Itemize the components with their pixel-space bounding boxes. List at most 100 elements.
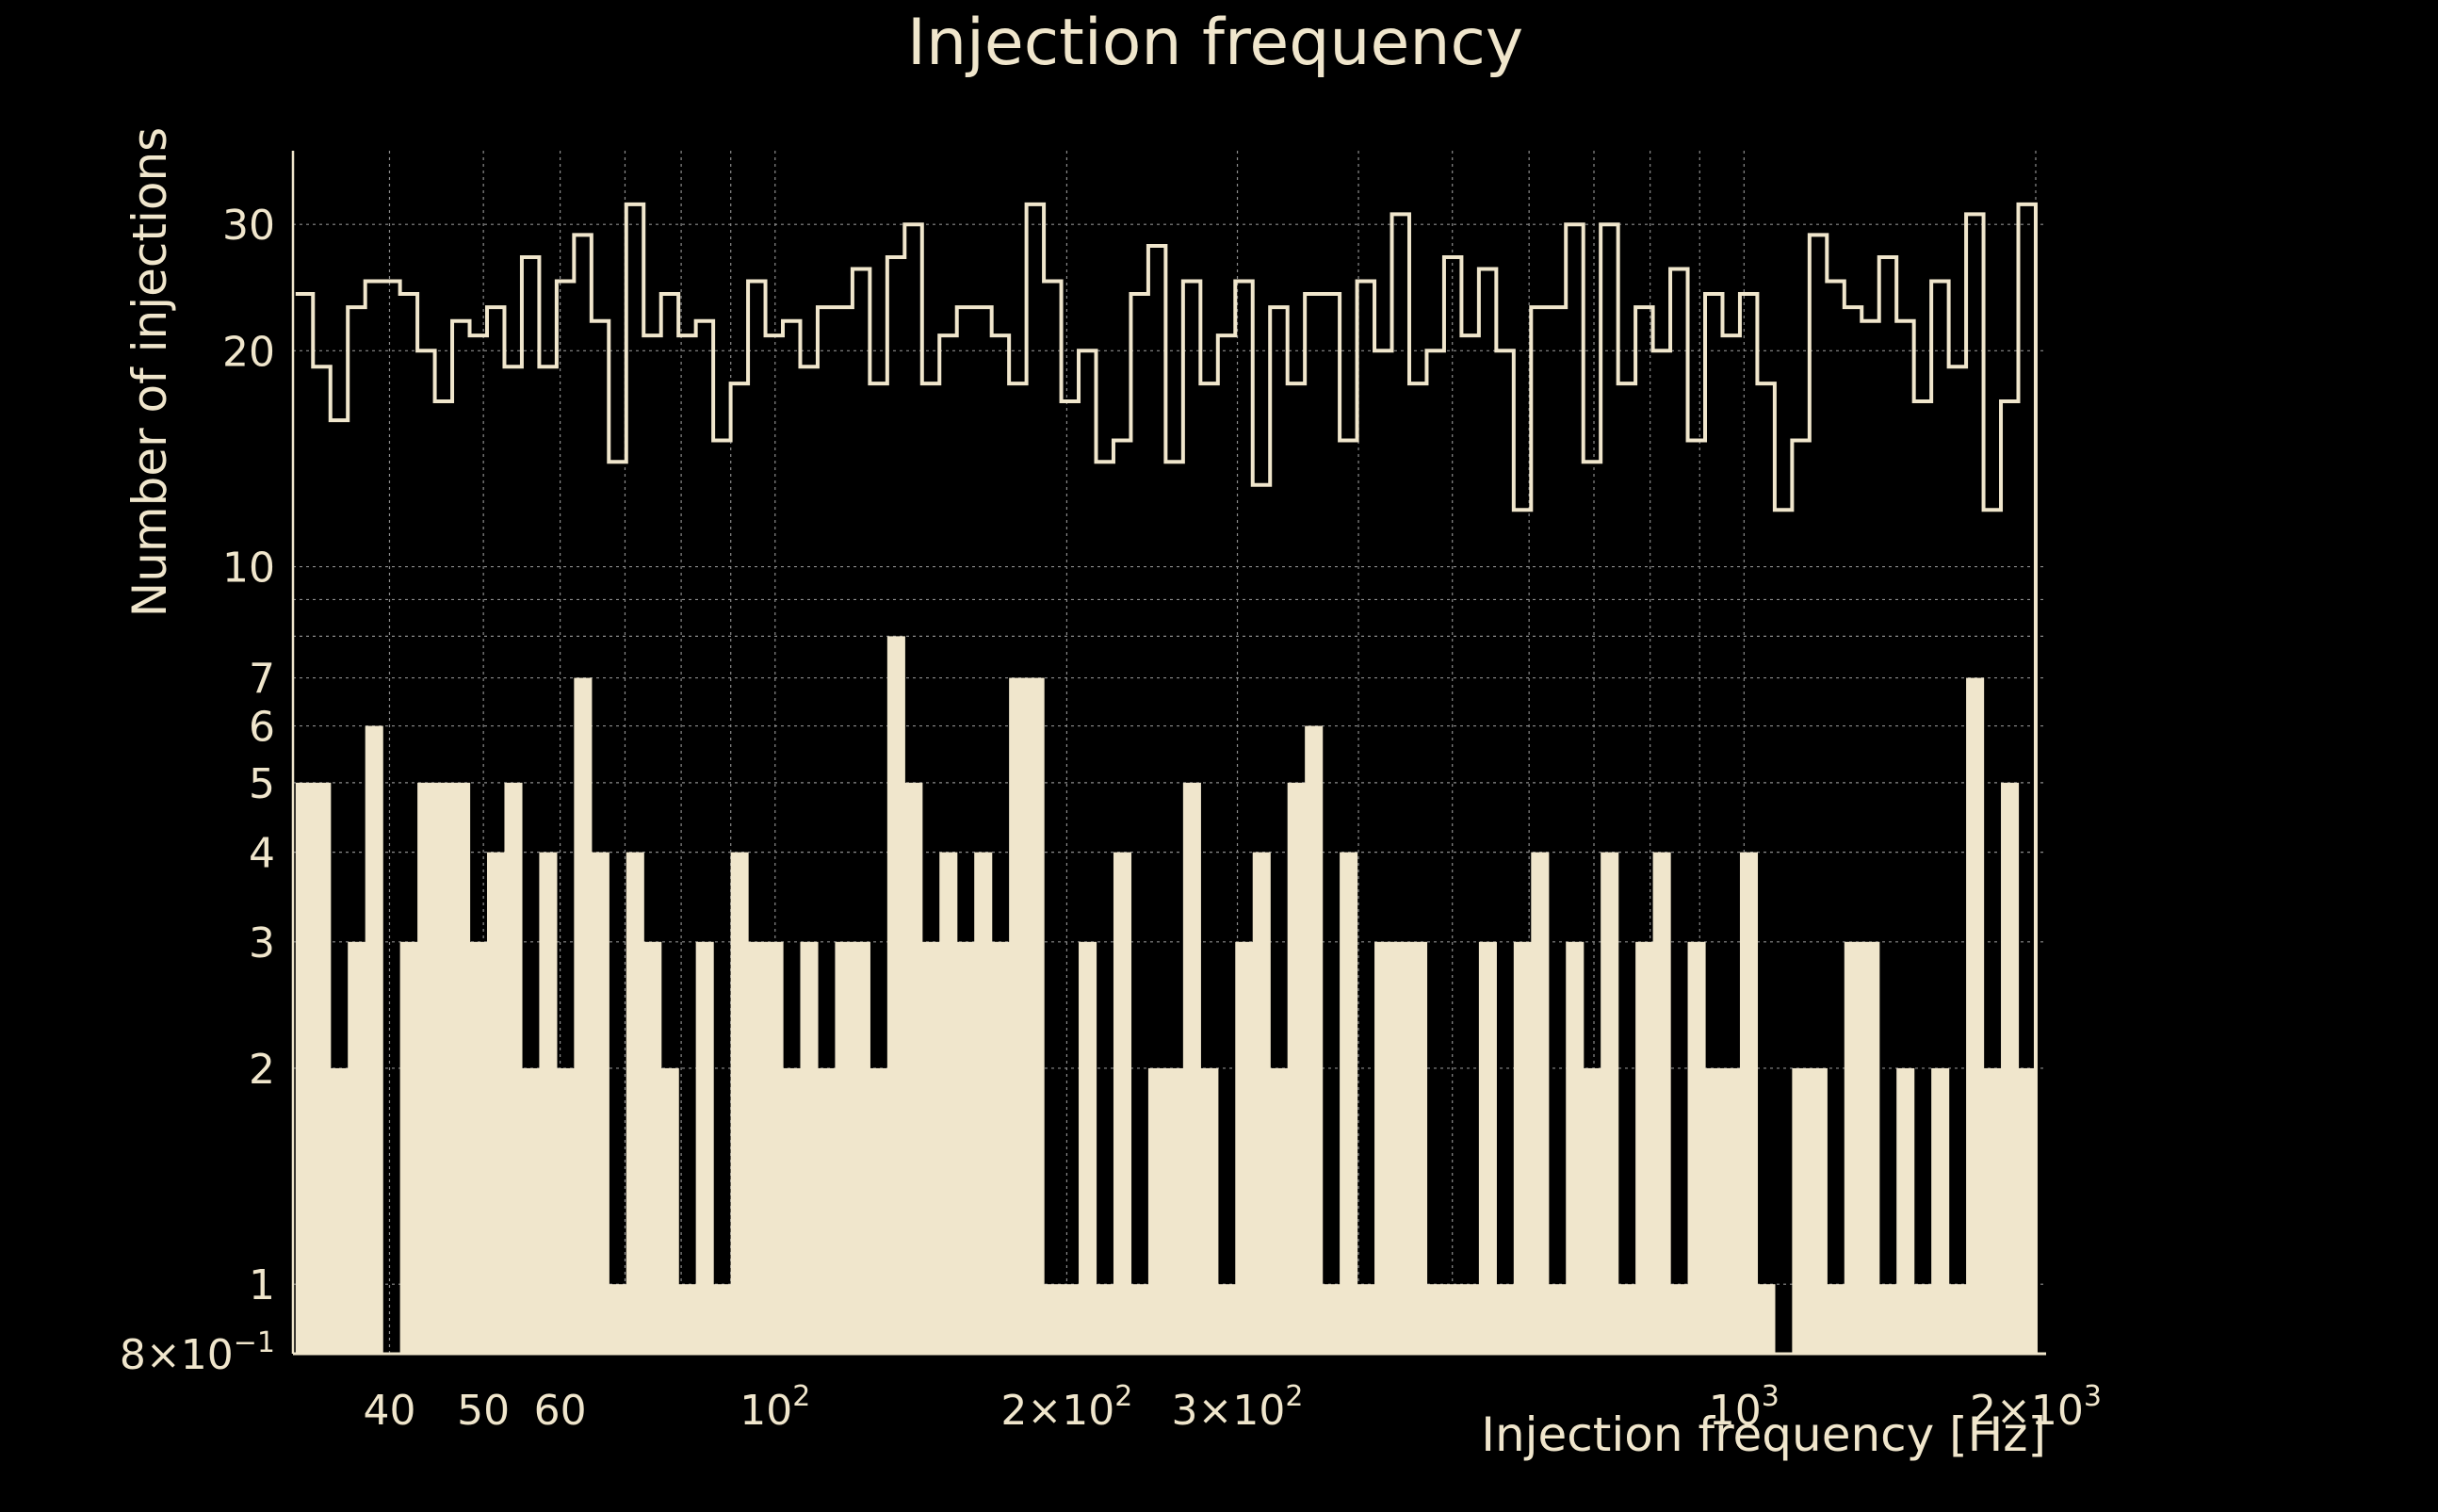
histogram-bar bbox=[1548, 1284, 1567, 1354]
histogram-bar bbox=[817, 1067, 837, 1354]
histogram-bar bbox=[417, 782, 436, 1354]
histogram-bar bbox=[1165, 1067, 1184, 1354]
x-tick-label: 60 bbox=[534, 1387, 587, 1435]
axes-layer bbox=[291, 151, 2046, 1356]
histogram-bar bbox=[1583, 1067, 1601, 1354]
histogram-bar bbox=[800, 941, 819, 1354]
histogram-bar bbox=[348, 941, 366, 1354]
histogram-bar bbox=[1009, 677, 1028, 1354]
histogram-bar bbox=[1270, 1067, 1289, 1354]
histogram-bar bbox=[886, 636, 905, 1354]
histogram-bar bbox=[1391, 941, 1410, 1354]
y-tick-label: 2 bbox=[249, 1046, 275, 1094]
histogram-bar bbox=[1757, 1284, 1776, 1354]
histogram-bar bbox=[1096, 1284, 1114, 1354]
histogram-bar bbox=[1601, 852, 1619, 1354]
y-tick-label: 20 bbox=[222, 328, 275, 376]
histogram-bar bbox=[1513, 941, 1532, 1354]
histogram-bar bbox=[1722, 1067, 1741, 1354]
histogram-bar bbox=[330, 1067, 349, 1354]
histogram-bar bbox=[921, 941, 940, 1354]
histogram-bar bbox=[574, 677, 593, 1354]
histogram-bar bbox=[956, 941, 975, 1354]
x-tick-label: 2×102 bbox=[1000, 1380, 1132, 1435]
histogram-bar bbox=[295, 782, 314, 1354]
histogram-bar bbox=[1357, 1284, 1375, 1354]
histogram-bar bbox=[1443, 1284, 1463, 1354]
histogram-bar bbox=[1235, 941, 1254, 1354]
x-axis-label: Injection frequency [Hz] bbox=[1481, 1407, 2046, 1462]
y-tick-labels: 8×10−1 1 2 3 4 5 67 10 20 30 bbox=[120, 202, 275, 1379]
histogram-bar bbox=[2001, 782, 2020, 1354]
histogram-bar bbox=[1635, 941, 1654, 1354]
histogram-bar bbox=[1705, 1067, 1724, 1354]
histogram-bar bbox=[870, 1067, 888, 1354]
histogram-bar bbox=[904, 782, 923, 1354]
histogram-bar bbox=[1252, 852, 1271, 1354]
histogram-bar bbox=[1026, 677, 1045, 1354]
y-tick-label: 6 bbox=[249, 704, 275, 752]
histogram-bar bbox=[1287, 782, 1306, 1354]
histogram-bar bbox=[1739, 852, 1759, 1354]
histogram-bar bbox=[452, 782, 471, 1354]
histogram-bar bbox=[626, 852, 644, 1354]
y-tick-label: 3 bbox=[249, 919, 275, 967]
histogram-bar bbox=[591, 852, 610, 1354]
histogram-bar bbox=[399, 941, 418, 1354]
histogram-bar bbox=[1913, 1284, 1932, 1354]
y-tick-label: 30 bbox=[222, 202, 275, 250]
histogram-bar bbox=[1426, 1284, 1445, 1354]
x-tick-label: 103 bbox=[1709, 1380, 1780, 1435]
histogram-bar bbox=[991, 941, 1010, 1354]
histogram-bar bbox=[1478, 941, 1497, 1354]
histogram-bar bbox=[1340, 852, 1358, 1354]
x-tick-label: 3×102 bbox=[1172, 1380, 1304, 1435]
chart-title: Injection frequency bbox=[907, 6, 1523, 80]
histogram-bar bbox=[1652, 852, 1671, 1354]
histogram-bar bbox=[1861, 941, 1880, 1354]
histogram-bar bbox=[365, 725, 383, 1354]
histogram-bar bbox=[1617, 1284, 1636, 1354]
histogram-bar bbox=[1687, 941, 1706, 1354]
y-tick-label: 4 bbox=[249, 830, 275, 878]
histogram-bar bbox=[556, 1067, 575, 1354]
histogram-bar bbox=[504, 782, 523, 1354]
histogram-bar bbox=[1670, 1284, 1689, 1354]
histogram-bar bbox=[1827, 1284, 1845, 1354]
x-tick-labels: 40 50 60 102 2×102 3×102 103 2×103 bbox=[363, 1380, 2101, 1435]
histogram-bar bbox=[695, 941, 714, 1354]
histogram-bar bbox=[2018, 1067, 2037, 1354]
histogram-bar bbox=[609, 1284, 627, 1354]
histogram-bar bbox=[539, 852, 558, 1354]
histogram-bar bbox=[1461, 1284, 1480, 1354]
histogram-bar bbox=[1966, 677, 1985, 1354]
histogram-bar bbox=[1044, 1284, 1063, 1354]
histogram-bar bbox=[1322, 1284, 1341, 1354]
histogram-bar bbox=[486, 852, 506, 1354]
histogram-bar bbox=[1182, 782, 1201, 1354]
step-histogram-line bbox=[295, 202, 2038, 1354]
histogram-bar bbox=[1948, 1284, 1967, 1354]
histogram-bar bbox=[835, 941, 853, 1354]
histogram-bar bbox=[1531, 852, 1550, 1354]
histogram-bar bbox=[1147, 1067, 1166, 1354]
histogram-bar bbox=[1079, 941, 1097, 1354]
histogram-bar bbox=[660, 1067, 679, 1354]
histogram-bar bbox=[1305, 725, 1324, 1354]
histogram-bar bbox=[783, 1067, 802, 1354]
histogram-bar bbox=[469, 941, 488, 1354]
histogram-bar bbox=[1844, 941, 1862, 1354]
histogram-bar bbox=[1809, 1067, 1828, 1354]
histogram-bar bbox=[313, 782, 332, 1354]
y-axis-label: Number of injections bbox=[122, 127, 177, 617]
histogram-bar bbox=[1931, 1067, 1950, 1354]
y-tick-label: 8×10−1 bbox=[120, 1326, 275, 1379]
histogram-bar bbox=[1217, 1284, 1236, 1354]
histogram-bar bbox=[643, 941, 662, 1354]
y-tick-label: 1 bbox=[249, 1261, 275, 1309]
filled-series-layer bbox=[295, 636, 2037, 1354]
histogram-bar bbox=[1983, 1067, 2002, 1354]
y-tick-label: 7 bbox=[249, 656, 275, 704]
